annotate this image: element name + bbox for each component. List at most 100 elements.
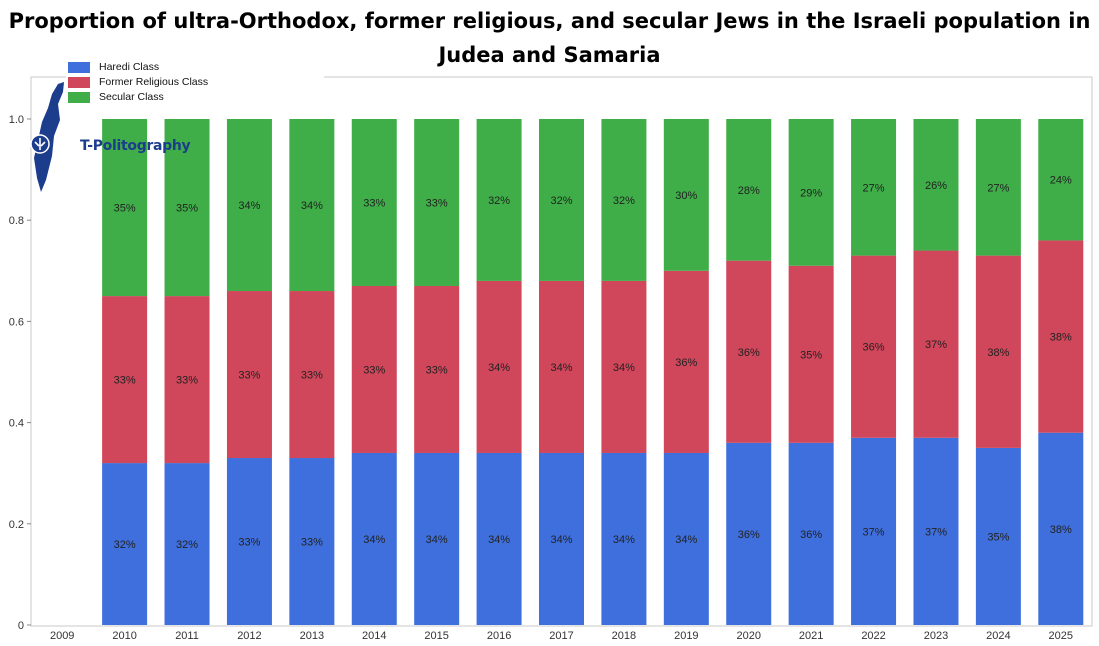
data-label: 36% [738, 529, 760, 541]
data-label: 33% [114, 375, 136, 387]
t-politography-logo: T-Politography [22, 80, 191, 195]
legend-swatch-haredi [68, 61, 90, 73]
data-label: 37% [925, 526, 947, 538]
x-tick-label: 2019 [674, 630, 698, 642]
bar-segment [476, 452, 522, 625]
data-label: 34% [488, 362, 510, 374]
bar-segment [289, 119, 335, 292]
data-label: 34% [363, 534, 385, 546]
x-tick-label: 2015 [424, 630, 448, 642]
data-label: 32% [550, 195, 572, 207]
data-label: 33% [238, 370, 260, 382]
legend-swatch-former-religious [68, 76, 90, 88]
bar-segment [102, 119, 148, 297]
data-label: 36% [800, 529, 822, 541]
data-label: 34% [426, 534, 448, 546]
bar-segment [226, 458, 272, 625]
bar-segment [851, 255, 897, 438]
israel-map-icon [30, 82, 64, 192]
data-label: 37% [863, 526, 885, 538]
bar-segment [414, 119, 460, 286]
bar-segment [539, 280, 584, 453]
data-label: 26% [925, 180, 947, 192]
bar-segment [1038, 432, 1084, 625]
data-label: 33% [426, 364, 448, 376]
bar-segment [851, 119, 897, 256]
x-tick-label: 2012 [237, 630, 261, 642]
bar-segment [788, 265, 834, 443]
bar-segment [102, 463, 148, 625]
data-label: 34% [550, 534, 572, 546]
data-label: 34% [238, 200, 260, 212]
bar-segment [851, 437, 897, 625]
data-label: 34% [613, 362, 635, 374]
data-label: 33% [363, 197, 385, 209]
x-tick-label: 2009 [50, 630, 74, 642]
data-label: 34% [613, 534, 635, 546]
bar-segment [351, 119, 397, 286]
bar-segment [102, 296, 148, 464]
data-label: 33% [176, 375, 198, 387]
data-label: 35% [176, 203, 198, 215]
data-label: 33% [301, 537, 323, 549]
x-tick-label: 2017 [549, 630, 573, 642]
x-tick-label: 2016 [487, 630, 511, 642]
data-label: 33% [363, 364, 385, 376]
data-label: 24% [1050, 175, 1072, 187]
bar-segment [913, 119, 959, 251]
bar-segment [788, 119, 834, 266]
x-tick-label: 2021 [799, 630, 823, 642]
bar-segment [601, 452, 647, 625]
data-label: 35% [800, 349, 822, 361]
bar-segment [601, 280, 647, 453]
bar-segment [975, 447, 1021, 625]
chart-title: Proportion of ultra-Orthodox, former rel… [8, 9, 1091, 67]
bar-segment [414, 285, 460, 453]
legend-label-former-religious: Former Religious Class [99, 76, 209, 88]
x-tick-label: 2022 [861, 630, 885, 642]
x-tick-label: 2020 [736, 630, 760, 642]
bar-segment [476, 280, 522, 453]
data-label: 38% [987, 347, 1009, 359]
bar-segment [476, 119, 522, 281]
data-label: 32% [488, 195, 510, 207]
bar-segment [726, 260, 772, 443]
bar-segment [1038, 119, 1084, 241]
x-tick-label: 2024 [986, 630, 1010, 642]
bar-segment [601, 119, 647, 281]
data-label: 36% [738, 347, 760, 359]
bar-segment [663, 452, 709, 625]
bar-segment [226, 119, 272, 292]
y-tick-label: 0.4 [9, 418, 24, 430]
x-tick-label: 2013 [300, 630, 324, 642]
bar-segment [726, 442, 772, 625]
bar-segment [539, 452, 584, 625]
data-label: 30% [675, 190, 697, 202]
legend-item-haredi: Haredi Class [68, 60, 159, 74]
bar-segment [414, 452, 460, 625]
legend-label-secular: Secular Class [99, 91, 164, 103]
bar-segment [164, 463, 210, 625]
bar-segment [1038, 240, 1084, 433]
data-label: 34% [488, 534, 510, 546]
x-tick-label: 2011 [175, 630, 199, 642]
data-label: 32% [114, 539, 136, 551]
x-tick-label: 2023 [924, 630, 948, 642]
data-label: 38% [1050, 332, 1072, 344]
y-tick-label: 0.6 [9, 316, 24, 328]
bar-segment [975, 119, 1021, 256]
y-tick-label: 0.8 [9, 215, 24, 227]
data-label: 29% [800, 187, 822, 199]
bar-segment [975, 255, 1021, 448]
bar-segment [164, 296, 210, 464]
bar-segment [726, 119, 772, 261]
data-label: 34% [301, 200, 323, 212]
data-label: 33% [301, 370, 323, 382]
x-tick-label: 2018 [612, 630, 636, 642]
y-tick-label: 0.2 [9, 519, 24, 531]
data-label: 37% [925, 339, 947, 351]
data-label: 35% [987, 531, 1009, 543]
data-label: 36% [675, 357, 697, 369]
data-label: 27% [863, 182, 885, 194]
